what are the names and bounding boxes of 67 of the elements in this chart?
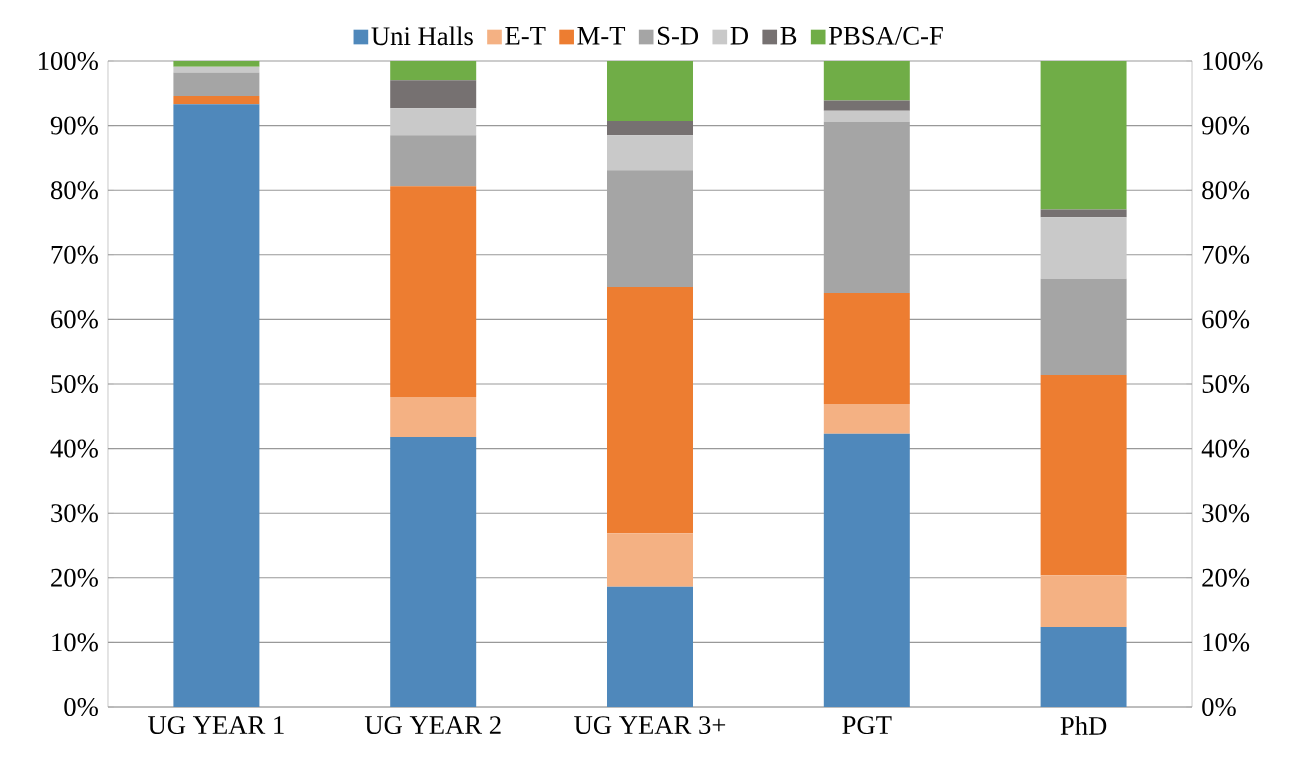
bar [390,60,477,81]
y2-tick-label: 20% [1202,568,1250,587]
y2-tick-label: 90% [1202,116,1250,135]
bar [1040,626,1127,707]
x-tick-label: PhD [1060,716,1107,735]
bar [823,404,910,434]
y2-tick-label: 60% [1202,310,1250,329]
y-tick-label: 80% [50,181,98,200]
y2-tick-label: 70% [1202,245,1250,264]
bar [607,60,694,122]
legend-label: B [780,26,797,45]
bar [1040,60,1127,210]
bar [1040,217,1127,279]
bar [1040,374,1127,576]
y-tick-label: 0% [64,697,98,717]
y-tick-label: 50% [51,374,98,394]
y-tick-label: 90% [50,116,98,135]
bar [390,108,477,136]
bar [823,100,910,111]
bar [390,186,477,397]
bar [1040,278,1127,375]
bar [607,135,694,171]
legend-label: PBSA/C-F [828,26,943,45]
bar [607,586,694,707]
y2-tick-label: 40% [1201,439,1250,458]
x-tick-label: UG YEAR 1 [148,716,284,735]
bar [173,104,260,707]
y2-tick-label: 0% [1202,697,1236,717]
legend-label: S-D [657,26,699,45]
legend-label: Uni Halls [371,26,473,46]
bar [390,80,477,109]
bar [173,66,260,73]
y2-tick-label: 100% [1203,51,1263,71]
y-tick-label: 10% [52,633,98,652]
bar [173,95,260,105]
y2-tick-label: 80% [1202,181,1250,200]
bar [607,170,694,288]
bar [607,533,694,587]
bar [1040,575,1127,627]
x-tick-label: UG YEAR 2 [364,716,501,735]
x-tick-label: PGT [842,716,892,735]
bar [173,72,260,96]
bar [390,436,477,707]
bar [390,135,477,187]
y-tick-label: 60% [51,310,98,329]
y2-tick-label: 10% [1203,633,1250,652]
legend-label: E-T [505,26,546,45]
legend-label: M-T [577,26,626,45]
y-tick-label: 100% [38,51,98,71]
y-tick-label: 20% [51,568,98,587]
bar [823,292,910,405]
bar [823,110,910,122]
y-tick-label: 70% [51,245,98,264]
bar [823,433,910,707]
bar [390,396,477,437]
bar [607,121,694,136]
bar [1040,209,1127,218]
legend-label: D [730,26,748,45]
bar [173,60,260,67]
x-tick-label: UG YEAR 3+ [574,716,726,735]
bar [823,60,910,101]
y2-tick-label: 30% [1202,504,1250,523]
y-tick-label: 40% [50,439,98,458]
bar [607,287,694,534]
y2-tick-label: 50% [1202,374,1250,394]
y-tick-label: 30% [51,504,98,523]
bar [823,121,910,293]
